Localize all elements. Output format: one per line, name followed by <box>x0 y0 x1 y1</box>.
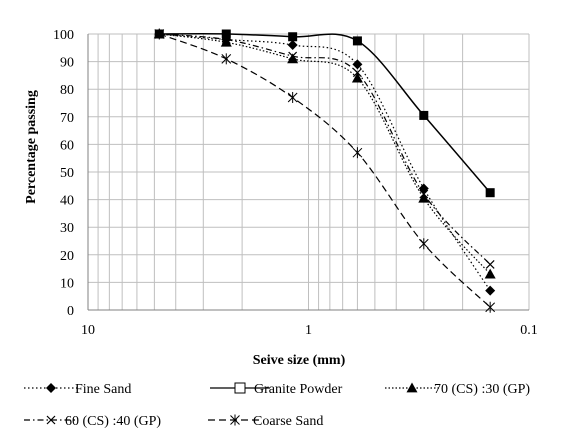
data-point <box>419 110 429 120</box>
data-point <box>154 28 165 40</box>
y-tick-label: 10 <box>60 276 74 291</box>
data-point <box>419 189 429 199</box>
legend-item: Granite Powder <box>210 382 343 397</box>
legend-item: Fine Sand <box>24 382 131 397</box>
y-axis-title: Percentage passing <box>24 90 39 204</box>
y-tick-label: 50 <box>60 166 74 181</box>
legend-marker <box>46 415 56 425</box>
series-line <box>159 33 491 292</box>
x-tick-label: 1 <box>305 323 312 338</box>
legend-label: Fine Sand <box>75 382 131 397</box>
series-markers <box>153 28 496 313</box>
data-point <box>352 59 363 70</box>
series-line <box>159 33 491 275</box>
y-tick-label: 100 <box>53 28 74 43</box>
series-line <box>159 33 491 265</box>
data-point <box>288 51 298 61</box>
data-point <box>220 36 232 47</box>
legend: Fine Sand Granite Powder 70 (CS) :30 (GP) 6… <box>24 382 530 429</box>
y-tick-label: 0 <box>67 304 74 319</box>
tick-labels: 0 10 20 30 40 50 60 70 80 90 100 10 1 0.1 <box>53 28 538 338</box>
legend-item: 70 (CS) :30 (GP) <box>385 382 530 397</box>
data-point <box>287 91 298 103</box>
data-point <box>484 268 496 279</box>
y-tick-label: 30 <box>60 221 74 236</box>
legend-label: 60 (CS) :40 (GP) <box>65 414 161 429</box>
data-point <box>351 72 363 83</box>
data-point <box>485 188 495 198</box>
data-point <box>418 183 429 194</box>
legend-label: Granite Powder <box>254 382 343 397</box>
y-tick-label: 80 <box>60 83 74 98</box>
grid <box>87 33 530 311</box>
legend-item: 60 (CS) :40 (GP) <box>24 414 161 429</box>
legend-label: Coarse Sand <box>253 414 323 429</box>
data-point <box>485 260 495 269</box>
legend-marker <box>234 382 246 394</box>
data-point <box>485 301 496 313</box>
y-tick-label: 40 <box>60 194 74 209</box>
y-tick-label: 20 <box>60 249 74 264</box>
data-point <box>485 285 496 296</box>
x-tick-label: 10 <box>81 323 95 338</box>
data-point <box>352 68 362 78</box>
data-point <box>287 40 298 51</box>
data-point <box>352 147 363 159</box>
data-point <box>221 53 232 65</box>
y-tick-label: 70 <box>60 111 74 126</box>
legend-label: 70 (CS) :30 (GP) <box>434 382 530 397</box>
series-line <box>159 33 491 308</box>
data-point <box>418 238 429 250</box>
legend-marker <box>46 383 56 393</box>
legend-marker <box>406 382 418 393</box>
y-tick-label: 90 <box>60 56 74 71</box>
y-tick-label: 60 <box>60 138 74 153</box>
x-axis-title: Seive size (mm) <box>253 353 346 368</box>
series-lines <box>159 33 491 308</box>
data-point <box>352 36 362 46</box>
data-point <box>288 32 298 42</box>
data-point <box>221 35 231 44</box>
legend-marker <box>230 414 240 426</box>
x-tick-label: 0.1 <box>520 323 538 338</box>
data-point <box>221 29 231 39</box>
data-point <box>418 192 430 203</box>
legend-item: Coarse Sand <box>208 414 323 429</box>
data-point <box>287 53 299 64</box>
